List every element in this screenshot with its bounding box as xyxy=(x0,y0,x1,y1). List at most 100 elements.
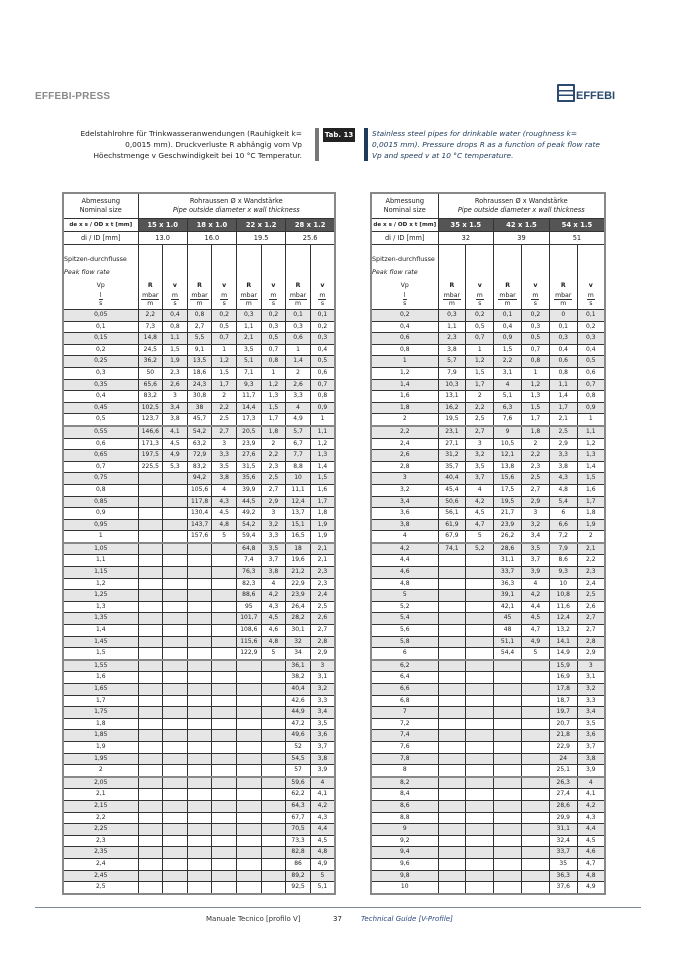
speed-cell xyxy=(162,717,188,731)
speed-cell: 0,4 xyxy=(162,309,188,322)
speed-cell: 1,9 xyxy=(576,518,606,532)
speed-cell xyxy=(520,671,550,684)
footer-divider xyxy=(35,907,641,908)
pressure-drop-cell: 18 xyxy=(285,541,311,556)
speed-cell xyxy=(162,589,188,602)
speed-cell: 4,9 xyxy=(520,635,550,649)
speed-cell xyxy=(520,775,550,790)
speed-cell: 3,6 xyxy=(576,729,606,742)
speed-cell: 0,7 xyxy=(211,332,237,345)
flow-rate-cell: 9,6 xyxy=(370,857,439,871)
pressure-drop-cell xyxy=(186,671,213,684)
table-row: 8,8 29,9 4,3 xyxy=(370,811,606,825)
pressure-drop-cell: 5,4 xyxy=(548,495,578,509)
pressure-drop-cell: 1,1 xyxy=(437,320,467,334)
flow-rate-cell: 1,3 xyxy=(62,600,139,614)
table-row: 6 54,4 5 14,9 2,9 xyxy=(370,647,606,661)
table-row: 1,05 64,8 3,5 18 2,1 xyxy=(62,541,336,556)
pressure-drop-cell: 10 xyxy=(285,472,311,485)
diameter-header: Rohraussen Ø x Wandstärke Pipe outside di… xyxy=(437,192,606,219)
speed-cell: 4,5 xyxy=(576,834,606,848)
speed-cell: 3,2 xyxy=(465,449,495,462)
pressure-drop-cell: 0,3 xyxy=(548,332,578,345)
speed-cell: 1,8 xyxy=(520,424,550,439)
pressure-drop-cell: 19,5 xyxy=(437,413,467,427)
table-row: 9 31,1 4,4 xyxy=(370,823,606,836)
speed-cell: 0,8 xyxy=(576,390,606,403)
pressure-drop-cell: 20,7 xyxy=(548,717,578,731)
pressure-drop-cell: 38,2 xyxy=(285,671,311,684)
speed-cell: 0,8 xyxy=(162,320,188,334)
speed-cell xyxy=(162,729,188,742)
speed-cell xyxy=(162,658,188,673)
speed-cell: 2,5 xyxy=(260,472,287,485)
pressure-drop-cell: 35 xyxy=(548,857,578,871)
flow-rate-cell: 7,4 xyxy=(370,729,439,742)
speed-cell: 4,6 xyxy=(260,624,287,637)
pressure-drop-cell: 59,6 xyxy=(285,775,311,790)
pressure-drop-cell xyxy=(186,589,213,602)
speed-cell: 3,5 xyxy=(576,717,606,731)
speed-cell xyxy=(260,881,287,895)
flow-rate-cell: 7,2 xyxy=(370,717,439,731)
speed-cell: 3,8 xyxy=(260,566,287,579)
pipe-size: 22 x 1.2 xyxy=(235,218,287,232)
speed-cell: 1,1 xyxy=(162,332,188,345)
pressure-drop-cell xyxy=(186,869,213,883)
speed-cell xyxy=(211,612,237,626)
pressure-drop-cell: 0,4 xyxy=(548,343,578,357)
pressure-drop-cell: 117,8 xyxy=(186,495,213,509)
pressure-drop-cell: 28,6 xyxy=(548,799,578,813)
id-label: di / ID [mm] xyxy=(62,231,139,245)
pressure-drop-cell: 26,2 xyxy=(493,530,522,544)
speed-cell: 3,2 xyxy=(520,518,550,532)
flow-rate-cell: 1,75 xyxy=(62,706,139,719)
speed-cell: 0,7 xyxy=(576,378,606,392)
speed-cell xyxy=(465,566,495,579)
speed-cell: 3,8 xyxy=(576,752,606,766)
flow-rate-cell: 1,6 xyxy=(62,671,139,684)
speed-cell xyxy=(465,834,495,848)
pressure-drop-cell: 30,8 xyxy=(186,390,213,403)
speed-cell: 2,6 xyxy=(309,612,336,626)
flow-rate-cell: 6,6 xyxy=(370,683,439,696)
speed-cell: 4,3 xyxy=(211,495,237,509)
pressure-drop-cell xyxy=(437,635,467,649)
pressure-drop-cell: 36,3 xyxy=(493,577,522,591)
pressure-drop-cell xyxy=(236,881,262,895)
flow-rate-cell: 0,85 xyxy=(62,495,139,509)
flow-rate-cell: 1,8 xyxy=(62,717,139,731)
speed-cell xyxy=(162,752,188,766)
speed-cell: 4,5 xyxy=(309,834,336,848)
speed-cell: 2,7 xyxy=(576,624,606,637)
pressure-drop-cell: 89,2 xyxy=(285,869,311,883)
pressure-drop-cell xyxy=(137,612,164,626)
speed-cell xyxy=(520,658,550,673)
flow-rate-cell: 3,6 xyxy=(370,507,439,520)
table-row: 1,2 82,3 4 22,9 2,3 xyxy=(62,577,336,591)
speed-cell: 3,9 xyxy=(309,764,336,778)
flow-rate-cell: 2,6 xyxy=(370,449,439,462)
flow-rate-cell: 9 xyxy=(370,823,439,836)
speed-cell: 4,7 xyxy=(520,624,550,637)
pressure-drop-cell: 67,7 xyxy=(285,811,311,825)
pressure-drop-cell: 30,1 xyxy=(285,624,311,637)
speed-cell: 2,7 xyxy=(576,612,606,626)
table-row: 2,05 59,6 4 xyxy=(62,775,336,790)
pressure-drop-cell: 40,4 xyxy=(437,472,467,485)
pressure-drop-cell xyxy=(137,624,164,637)
speed-cell: 4,1 xyxy=(309,788,336,801)
pressure-drop-cell xyxy=(493,764,522,778)
table-row: 0,25 36,2 1,9 13,5 1,2 5,1 0,8 1,4 0,5 xyxy=(62,355,336,368)
pressure-drop-cell xyxy=(236,811,262,825)
speed-cell: 1,2 xyxy=(576,437,606,451)
pressure-drop-cell xyxy=(137,752,164,766)
pressure-drop-cell: 19,7 xyxy=(548,706,578,719)
table-row: 6,8 18,7 3,3 xyxy=(370,694,606,708)
table-row: 4,2 74,1 5,2 28,6 3,5 7,9 2,1 xyxy=(370,541,606,556)
speed-cell: 3,5 xyxy=(260,541,287,556)
pressure-drop-cell xyxy=(137,683,164,696)
pressure-drop-cell xyxy=(437,612,467,626)
pressure-drop-cell xyxy=(236,671,262,684)
